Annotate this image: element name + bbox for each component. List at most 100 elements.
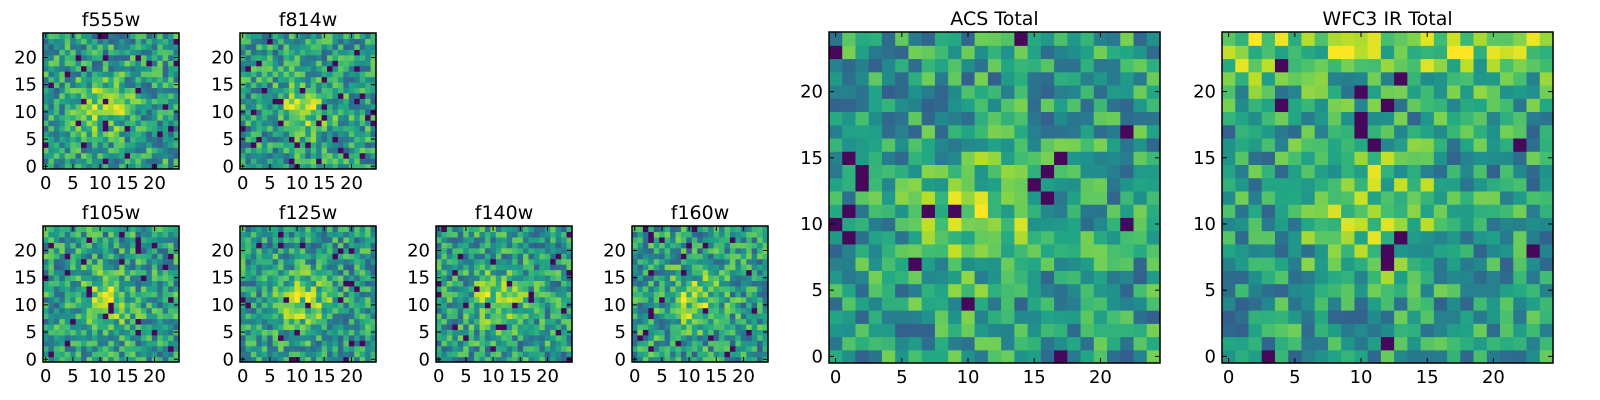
heatmap-cell [1080,164,1095,179]
heatmap-cell [245,141,252,148]
heatmap-cell [1001,98,1015,113]
heatmap-cell [729,318,736,325]
heatmap-cell [895,137,910,152]
x-tick-label: 0 [237,366,248,387]
heatmap-cell [81,307,88,314]
heatmap-cell [637,291,644,298]
heatmap-cell [119,296,126,303]
heatmap-cell [446,302,453,309]
heatmap-cell [539,242,546,249]
heatmap-cell [332,125,339,132]
heatmap-cell [550,291,557,298]
heatmap-cell [713,318,720,325]
heatmap-cell [566,258,573,265]
heatmap-cell [561,258,568,265]
heatmap-cell [495,253,502,260]
heatmap-cell [59,54,66,61]
heatmap-cell [664,226,671,233]
heatmap-cell [91,76,98,83]
heatmap-cell [288,323,295,330]
heatmap-cell [130,302,137,309]
heatmap-cell [746,274,753,281]
heatmap-cell [130,109,137,116]
heatmap-cell [168,356,175,363]
heatmap-cell [316,98,323,105]
heatmap-cell [140,247,147,254]
heatmap-cell [697,274,704,281]
heatmap-cell [108,247,115,254]
heatmap-cell [675,236,682,243]
heatmap-cell [829,217,843,232]
heatmap-cell [855,230,870,245]
heatmap-cell [75,334,82,341]
heatmap-cell [124,76,131,83]
heatmap-cell [86,43,93,50]
heatmap-cell [162,71,169,78]
heatmap-cell [43,60,50,67]
heatmap-cell [359,274,366,281]
heatmap-cell [637,247,644,254]
heatmap-cell [1420,204,1435,218]
x-tick-label: 10 [286,366,309,387]
heatmap-cell [354,65,361,72]
heatmap-cell [354,269,361,276]
heatmap-cell [895,283,910,298]
heatmap-cell [1067,164,1082,179]
heatmap-cell [240,318,247,325]
heatmap-cell [457,247,464,254]
heatmap-cell [359,236,366,243]
heatmap-cell [321,334,328,341]
heatmap-cell [680,231,687,238]
heatmap-cell [1274,177,1289,192]
heatmap-cell [343,274,350,281]
heatmap-cell [1526,323,1541,338]
heatmap-cell [135,163,142,170]
heatmap-cell [1120,71,1135,86]
heatmap-cell [48,65,55,72]
heatmap-cell [108,130,115,137]
heatmap-cell [550,274,557,281]
heatmap-cell [337,296,344,303]
heatmap-cell [1133,217,1148,232]
heatmap-cell [670,318,677,325]
heatmap-cell [446,356,453,363]
heatmap-cell [675,258,682,265]
heatmap-cell [321,81,328,88]
heatmap-cell [1314,283,1329,298]
heatmap-cell [517,264,524,271]
heatmap-cell [146,43,153,50]
heatmap-cell [561,264,568,271]
heatmap-cell [240,125,247,132]
heatmap-cell [1067,177,1082,192]
heatmap-cell [59,136,66,143]
heatmap-cell [343,38,350,45]
heatmap-cell [59,291,66,298]
heatmap-cell [365,236,372,243]
heatmap-cell [119,313,126,320]
heatmap-cell [365,242,372,249]
heatmap-cell [130,356,137,363]
heatmap-cell [102,231,109,238]
heatmap-cell [135,356,142,363]
heatmap-cell [130,285,137,292]
heatmap-cell [987,296,1002,311]
heatmap-cell [299,291,306,298]
heatmap-cell [895,270,910,285]
heatmap-cell [102,141,109,148]
heatmap-cell [97,345,104,352]
heatmap-cell [135,125,142,132]
heatmap-cell [441,231,448,238]
heatmap-cell [479,231,486,238]
heatmap-cell [691,329,698,336]
heatmap-cell [97,231,104,238]
heatmap-cell [327,81,334,88]
heatmap-cell [146,340,153,347]
heatmap-cell [1513,257,1528,271]
heatmap-cell [305,38,312,45]
heatmap-cell [855,84,870,99]
heatmap-cell [91,329,98,336]
heatmap-cell [70,318,77,325]
heatmap-cell [474,264,481,271]
heatmap-cell [299,103,306,110]
heatmap-cell [1380,217,1395,232]
